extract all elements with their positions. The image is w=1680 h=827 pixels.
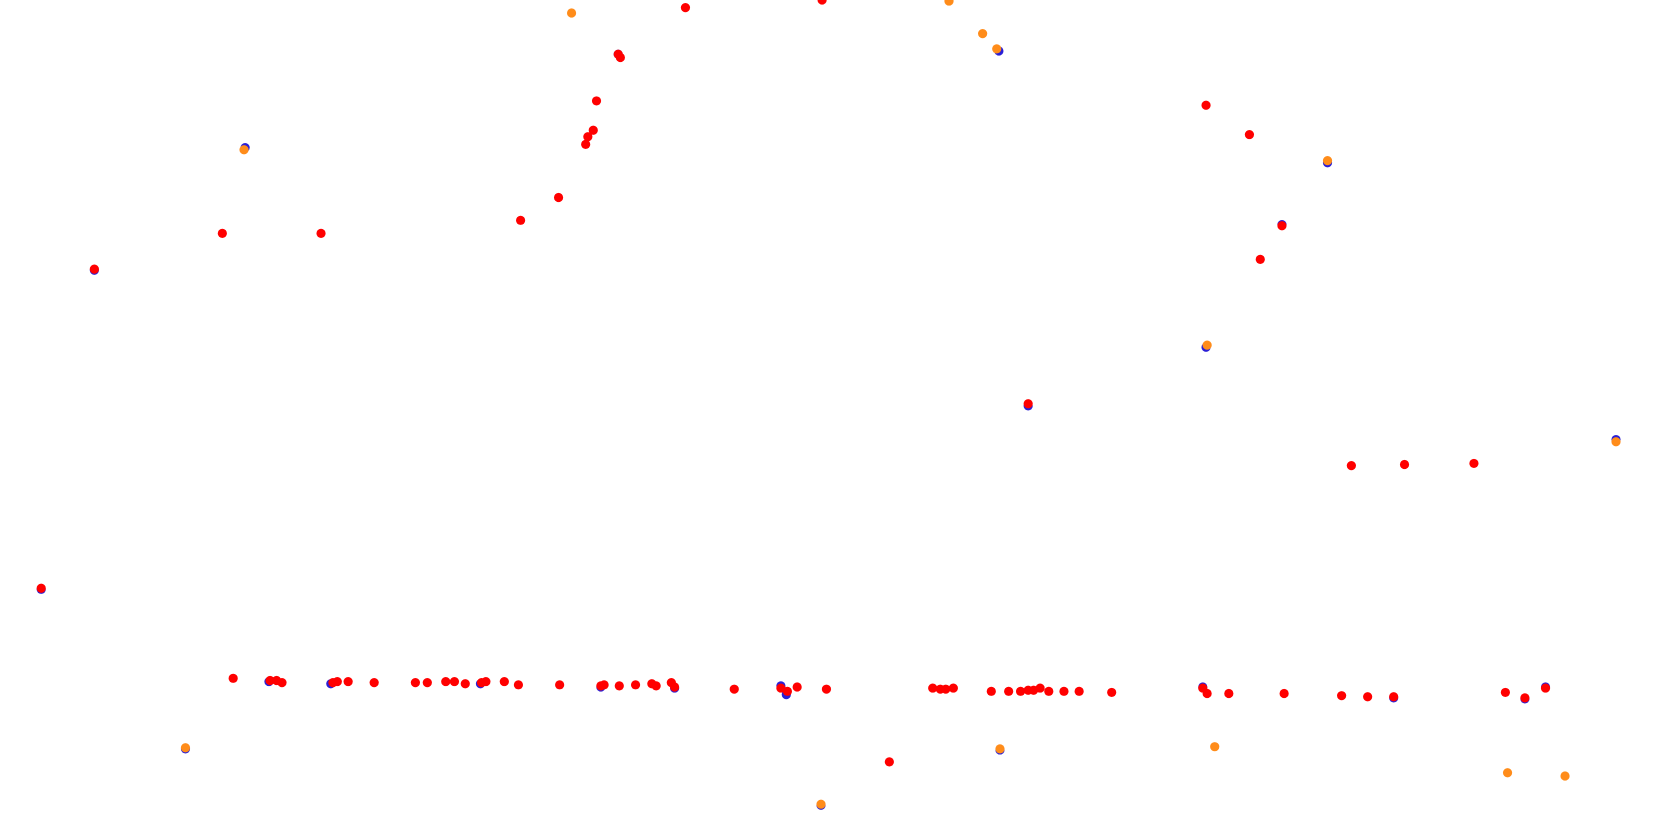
point	[332, 676, 342, 687]
point	[1059, 686, 1069, 696]
point	[884, 757, 894, 767]
point	[1244, 129, 1255, 140]
point	[1399, 459, 1410, 470]
point	[1611, 437, 1621, 447]
point	[1035, 683, 1045, 693]
point	[369, 678, 379, 688]
point	[36, 583, 46, 593]
point	[515, 215, 526, 225]
point	[1389, 692, 1399, 702]
point	[422, 678, 432, 688]
point	[89, 264, 99, 274]
point	[615, 52, 625, 63]
point	[1107, 687, 1117, 698]
point	[277, 678, 287, 688]
point	[1500, 687, 1510, 698]
point	[1560, 771, 1570, 781]
point	[1540, 683, 1551, 693]
point	[1337, 691, 1347, 701]
point	[680, 2, 691, 13]
point	[729, 684, 739, 694]
point	[588, 125, 598, 135]
point	[1346, 460, 1356, 471]
point	[449, 676, 460, 687]
point	[928, 683, 938, 693]
point	[1277, 221, 1287, 231]
point	[614, 681, 624, 691]
point	[630, 680, 641, 690]
point	[992, 44, 1002, 54]
point	[591, 96, 602, 106]
point	[180, 743, 191, 753]
point	[1322, 156, 1333, 166]
point	[651, 681, 661, 691]
point	[566, 8, 577, 18]
point	[460, 679, 470, 689]
point	[941, 684, 951, 694]
point	[1074, 686, 1084, 696]
point	[1255, 254, 1265, 264]
point	[1520, 693, 1530, 703]
point	[1201, 100, 1211, 110]
point	[782, 686, 792, 696]
point	[821, 684, 832, 694]
point	[265, 675, 275, 686]
point	[599, 680, 609, 690]
point	[948, 683, 958, 693]
point	[239, 145, 249, 155]
point	[792, 682, 802, 692]
point	[441, 676, 451, 687]
point	[1202, 688, 1212, 699]
point	[944, 0, 954, 6]
point	[217, 228, 227, 238]
point	[581, 139, 591, 149]
point	[1015, 686, 1026, 696]
point	[513, 680, 524, 690]
point	[978, 29, 988, 39]
point	[1044, 686, 1054, 696]
point	[228, 673, 238, 683]
point	[1279, 688, 1289, 699]
point	[1363, 692, 1373, 702]
point	[1202, 340, 1212, 350]
point	[555, 680, 565, 690]
point	[499, 676, 509, 687]
point	[1210, 742, 1220, 752]
point	[1224, 688, 1234, 699]
point	[1502, 768, 1513, 778]
point	[1023, 399, 1033, 409]
point	[410, 678, 420, 688]
point	[670, 682, 680, 692]
point	[583, 132, 593, 142]
point	[817, 0, 827, 5]
point	[995, 744, 1005, 754]
point	[1004, 686, 1014, 696]
point	[316, 228, 326, 238]
point	[986, 686, 996, 696]
point	[481, 676, 491, 687]
point	[553, 192, 564, 203]
point	[1469, 458, 1479, 469]
point	[343, 676, 353, 687]
point	[816, 799, 826, 809]
